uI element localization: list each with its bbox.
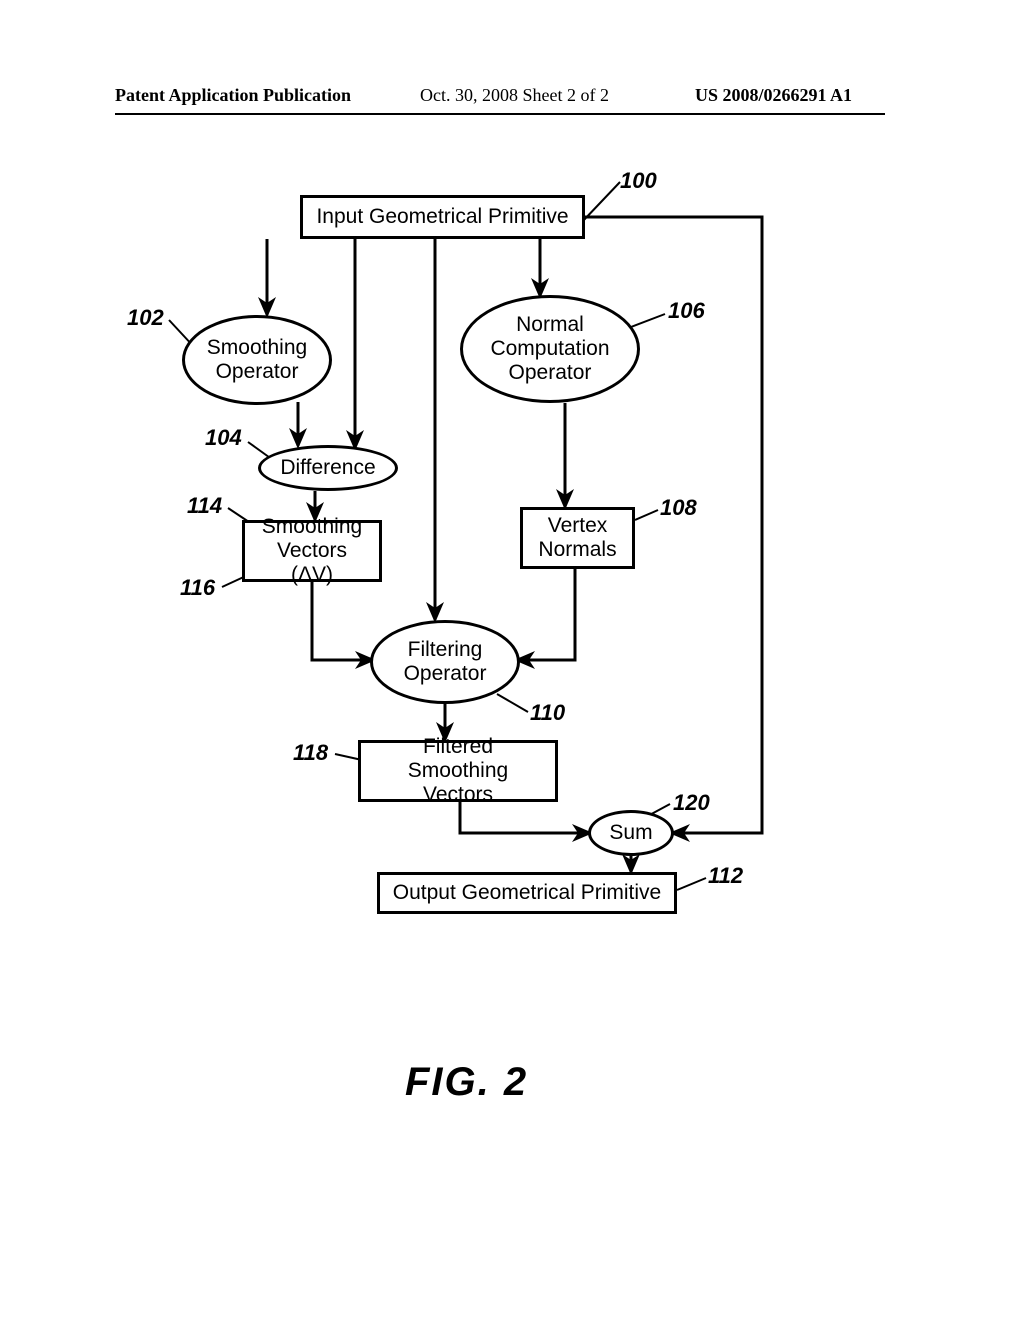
ref-112: 112 [708,863,743,889]
label: SmoothingOperator [207,336,307,384]
node-smoothing-vectors: SmoothingVectors (ΔV) [242,520,382,582]
node-filtering-operator: FilteringOperator [370,620,520,704]
label: Difference [280,456,375,480]
node-output-primitive: Output Geometrical Primitive [377,872,677,914]
figure-caption: FIG. 2 [405,1060,528,1105]
ref-104: 104 [205,425,242,451]
ref-102: 102 [127,305,164,331]
label: NormalComputationOperator [490,313,609,385]
ref-108: 108 [660,495,697,521]
diagram-canvas: Input Geometrical Primitive SmoothingOpe… [0,0,1024,1320]
node-filtered-smoothing: Filtered SmoothingVectors [358,740,558,802]
ref-100: 100 [620,168,657,194]
label: SmoothingVectors (ΔV) [255,515,369,587]
node-sum: Sum [588,810,674,856]
ref-116: 116 [180,575,215,601]
ref-118: 118 [293,740,328,766]
ref-106: 106 [668,298,705,324]
node-difference: Difference [258,445,398,491]
ref-114: 114 [187,493,222,519]
node-vertex-normals: VertexNormals [520,507,635,569]
node-normal-computation: NormalComputationOperator [460,295,640,403]
label: Output Geometrical Primitive [393,881,661,905]
node-smoothing-operator: SmoothingOperator [182,315,332,405]
label: Input Geometrical Primitive [316,205,568,229]
label: VertexNormals [538,514,616,562]
label: Sum [609,821,652,845]
label: Filtered SmoothingVectors [371,735,545,807]
node-input-primitive: Input Geometrical Primitive [300,195,585,239]
label: FilteringOperator [404,638,487,686]
ref-120: 120 [673,790,710,816]
ref-110: 110 [530,700,565,726]
